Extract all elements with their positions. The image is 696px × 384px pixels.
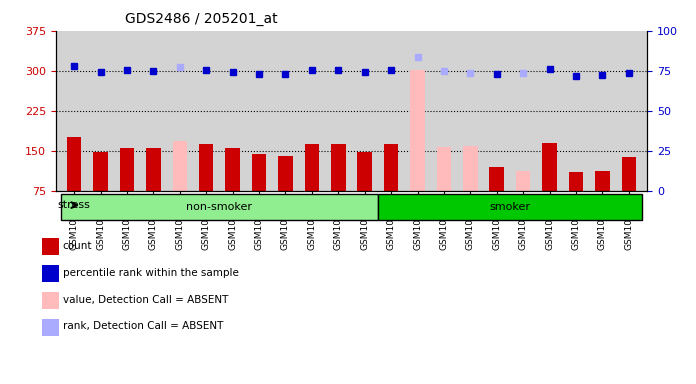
Bar — [67, 137, 81, 191]
Bar — [305, 144, 319, 191]
Text: GDS2486 / 205201_at: GDS2486 / 205201_at — [125, 12, 278, 25]
Bar — [146, 148, 161, 191]
Text: percentile rank within the sample: percentile rank within the sample — [63, 268, 239, 278]
Bar — [622, 157, 636, 191]
Bar — [463, 146, 477, 191]
Text: smoker: smoker — [489, 202, 530, 212]
Text: non-smoker: non-smoker — [187, 202, 253, 212]
Text: rank, Detection Call = ABSENT: rank, Detection Call = ABSENT — [63, 321, 223, 331]
Bar — [436, 147, 451, 191]
Bar — [378, 194, 642, 220]
Text: count: count — [63, 241, 92, 251]
Text: stress: stress — [57, 200, 90, 210]
Bar — [226, 148, 240, 191]
Bar — [516, 171, 530, 191]
Bar — [120, 148, 134, 191]
Bar — [61, 194, 378, 220]
Bar — [252, 154, 267, 191]
Bar — [383, 144, 398, 191]
Bar — [410, 70, 425, 191]
Bar — [331, 144, 345, 191]
Bar — [489, 167, 504, 191]
Bar — [358, 152, 372, 191]
Text: value, Detection Call = ABSENT: value, Detection Call = ABSENT — [63, 295, 228, 305]
Bar — [542, 143, 557, 191]
Bar — [173, 141, 187, 191]
Bar — [569, 172, 583, 191]
Bar — [278, 156, 293, 191]
Bar — [595, 171, 610, 191]
Bar — [199, 144, 214, 191]
Bar — [93, 152, 108, 191]
